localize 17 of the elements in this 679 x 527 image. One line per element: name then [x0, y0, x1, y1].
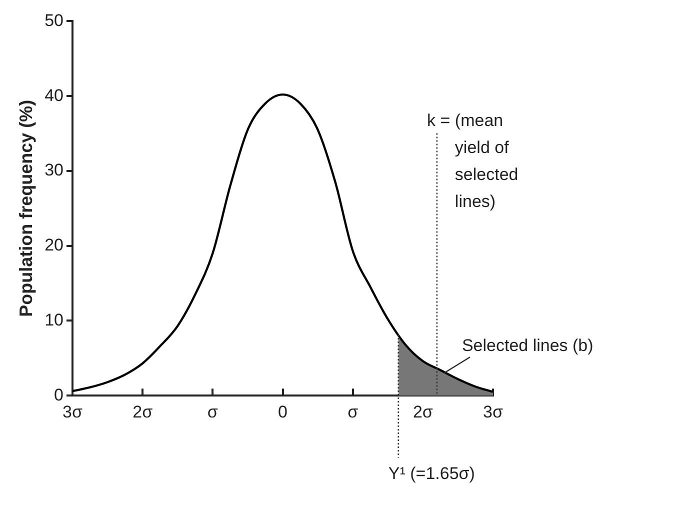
y-tick-label: 30 [44, 160, 64, 180]
ref-line-label: k = (mean yield of selected lines) [427, 111, 518, 212]
x-tick-label: σ [348, 402, 359, 422]
ref-line-label: Y¹ (=1.65σ) [388, 464, 475, 483]
x-tick-label: σ [207, 402, 218, 422]
x-tick-label: 2σ [412, 402, 434, 422]
x-tick-label: 3σ [62, 402, 83, 422]
annotation: Selected lines (b) [462, 336, 594, 356]
y-tick-label: 40 [44, 86, 64, 105]
y-tick-label: 10 [44, 310, 64, 330]
y-tick-label: 20 [44, 236, 64, 255]
x-tick-label: 2σ [132, 402, 154, 422]
x-tick-label: 0 [278, 402, 288, 422]
y-axis-title: Population frequency (%) [16, 100, 36, 317]
y-tick-label: 0 [54, 385, 64, 404]
x-tick-label: 3σ [483, 402, 504, 422]
y-tick-label: 50 [44, 10, 64, 30]
